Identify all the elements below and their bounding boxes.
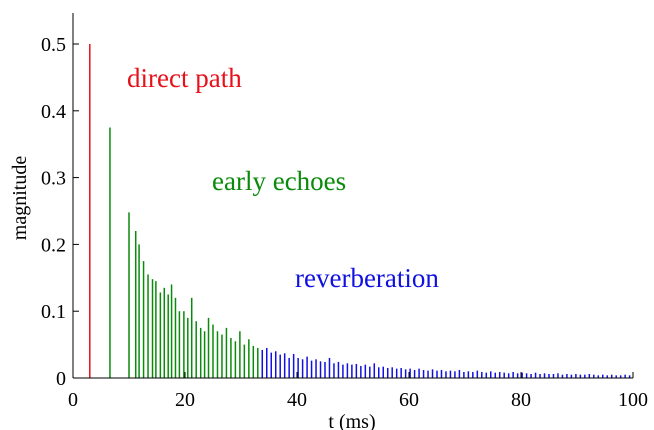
y-tick-label: 0 [56, 368, 66, 390]
x-axis-title: t (ms) [328, 411, 375, 430]
y-tick-label: 0.1 [41, 301, 66, 323]
annotation-early-echoes: early echoes [212, 166, 346, 196]
y-tick-label: 0.5 [41, 34, 66, 56]
chart-marks [89, 44, 631, 378]
x-tick-label: 40 [287, 389, 307, 411]
y-tick-label: 0.4 [41, 101, 66, 123]
y-axis-title: magnitude [9, 156, 31, 241]
x-tick-label: 0 [68, 389, 78, 411]
annotation-reverberation: reverberation [295, 263, 439, 293]
x-tick-label: 80 [511, 389, 531, 411]
x-axis-ticks: 0 20 40 60 80 100 [68, 372, 648, 411]
y-tick-label: 0.2 [41, 234, 66, 256]
y-tick-label: 0.3 [41, 168, 66, 190]
annotation-direct-path: direct path [127, 63, 242, 93]
x-tick-label: 20 [175, 389, 195, 411]
x-tick-label: 100 [618, 389, 648, 411]
x-tick-label: 60 [399, 389, 419, 411]
y-axis-ticks: 0 0.1 0.2 0.3 0.4 0.5 [41, 34, 79, 390]
